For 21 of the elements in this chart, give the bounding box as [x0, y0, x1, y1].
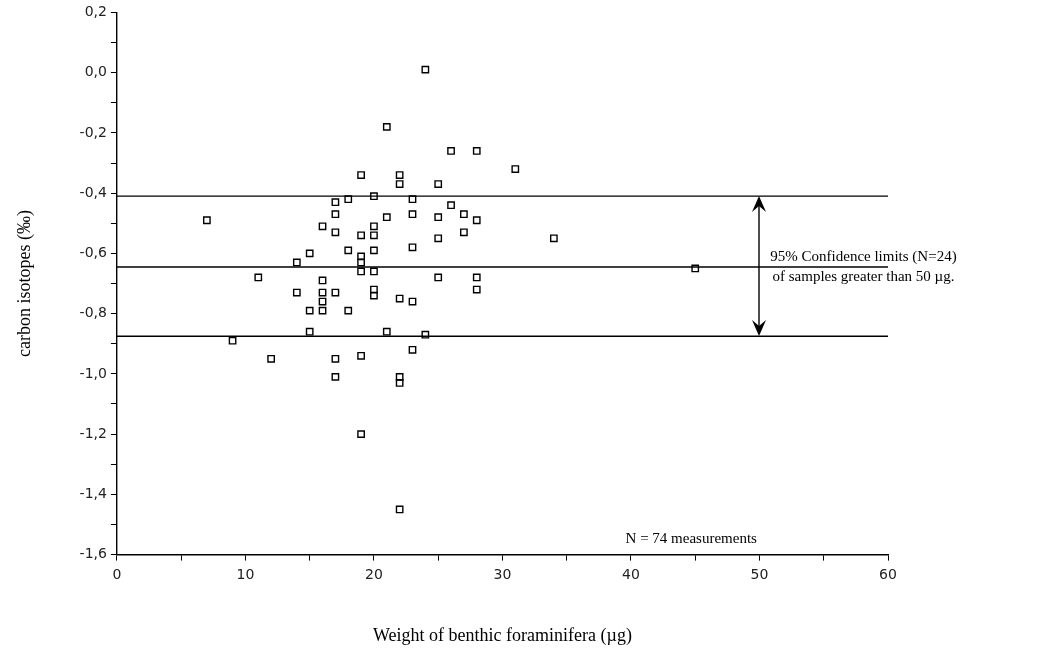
x-tick-label: 60: [879, 565, 897, 582]
y-tick-label: 0,0: [84, 63, 107, 80]
y-tick-label: 0,2: [84, 3, 107, 20]
x-axis-title: Weight of benthic foraminifera (µg): [373, 624, 632, 646]
y-tick-label: -0,2: [79, 123, 107, 140]
x-tick-label: 50: [750, 565, 769, 582]
x-tick-label: 0: [112, 565, 122, 582]
y-tick-label: -0,6: [79, 244, 107, 261]
x-tick-label: 30: [493, 565, 512, 582]
y-tick-label: -1,6: [79, 545, 107, 562]
y-tick-label: -0,4: [79, 183, 107, 200]
annotation: 95% Confidence limits (N=24) of samples greater than 50 µg.: [770, 247, 957, 284]
annotation: N = 74 measurements: [625, 530, 758, 547]
y-axis-title: carbon isotopes (‰): [13, 210, 35, 357]
y-tick-label: -1,4: [79, 485, 107, 501]
x-tick-label: 40: [622, 565, 640, 582]
x-tick-label: 20: [365, 565, 383, 582]
y-tick-label: -1,0: [79, 364, 107, 381]
y-tick-label: -1,2: [79, 424, 107, 441]
y-tick-label: -0,8: [79, 304, 107, 321]
x-tick-label: 10: [236, 565, 255, 582]
